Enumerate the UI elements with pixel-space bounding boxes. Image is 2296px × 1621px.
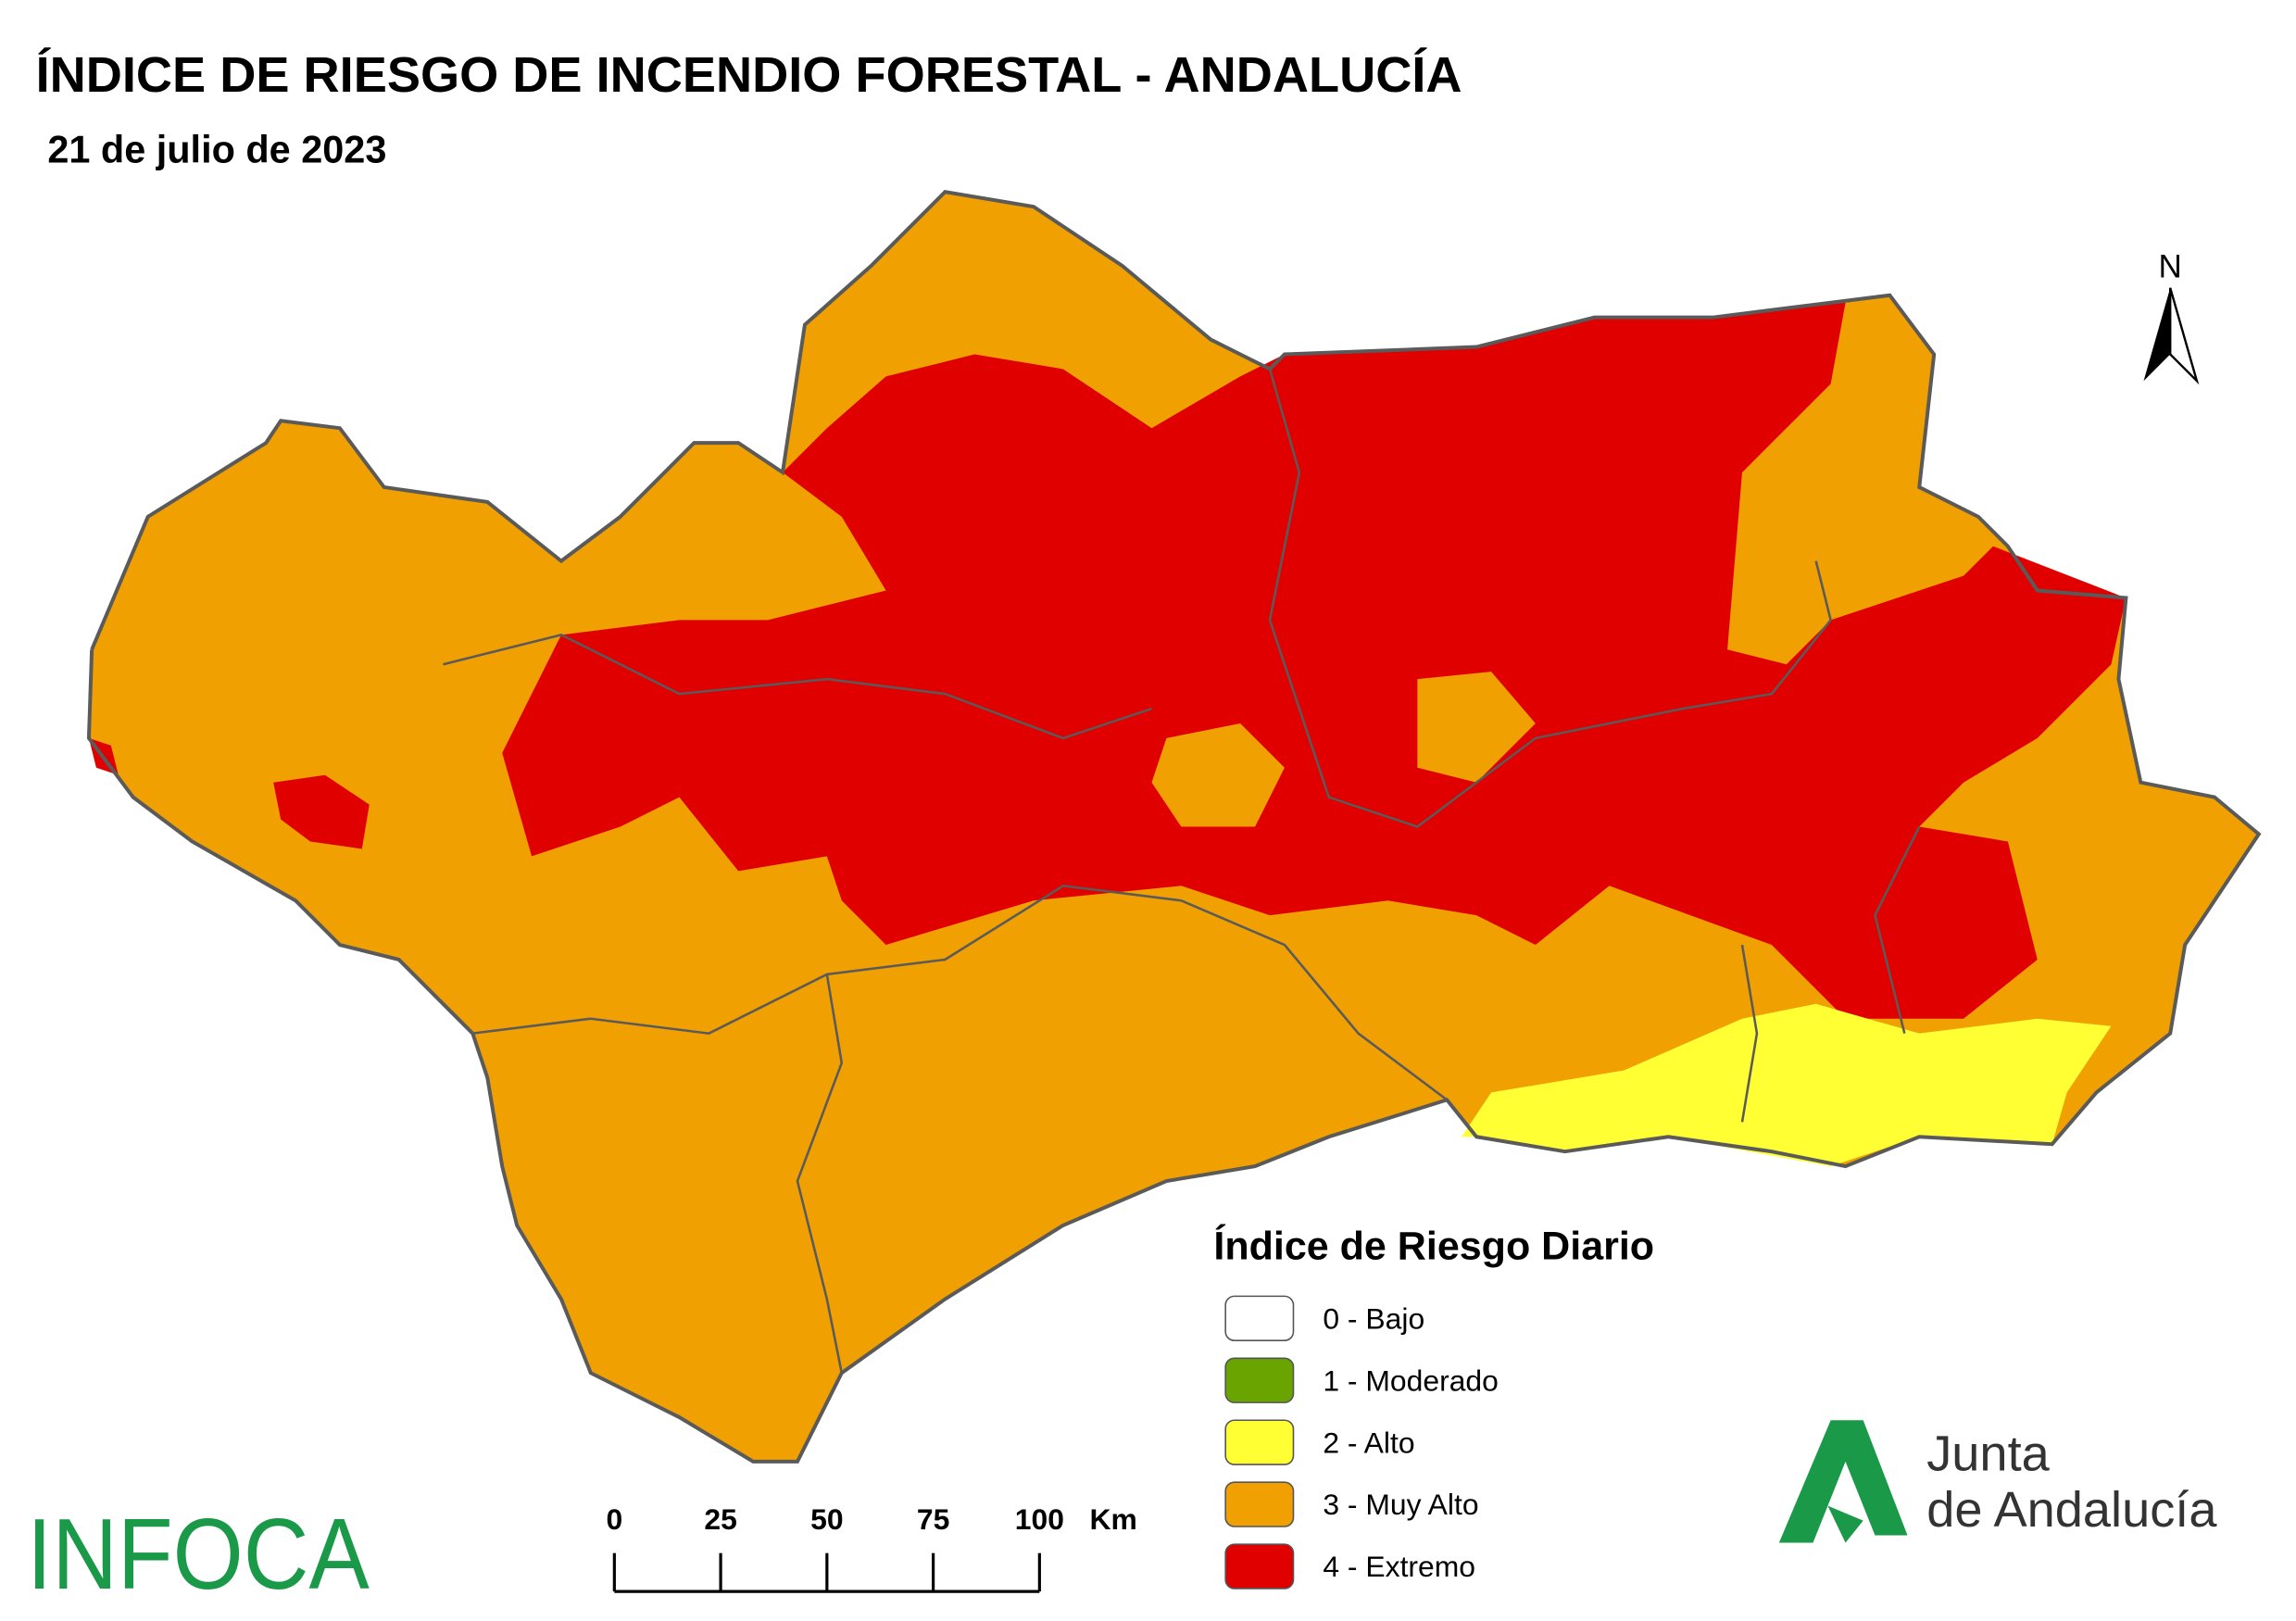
legend-swatch — [1224, 1481, 1295, 1527]
province-border — [1874, 825, 1921, 1034]
legend-label: 0 - Bajo — [1323, 1301, 1424, 1335]
legend-swatch — [1224, 1419, 1295, 1465]
scale-label: 100 — [1015, 1502, 1064, 1536]
province-border — [472, 884, 1449, 1101]
junta-emblem — [1778, 1420, 1908, 1543]
junta-text: de Andalucía — [1926, 1482, 2217, 1538]
scale-label: 0 — [606, 1502, 622, 1536]
region-muy-alto — [1417, 672, 1536, 783]
scale-unit: Km — [1090, 1502, 1137, 1536]
junta-emblem-detail — [1827, 1505, 1863, 1543]
province-border — [86, 190, 2262, 1464]
north-arrow-right — [2169, 287, 2200, 385]
map-title: ÍNDICE DE RIESGO DE INCENDIO FORESTAL - … — [36, 47, 1462, 103]
north-label: N — [2159, 249, 2182, 285]
scale-label: 25 — [704, 1502, 736, 1536]
scale-bar: 0 25 50 75 100 Km — [606, 1502, 1137, 1593]
region-muy-alto — [1151, 723, 1285, 827]
province-border — [443, 633, 1152, 740]
region-extremo — [273, 774, 370, 849]
junta-text: Junta — [1926, 1426, 2050, 1481]
region-alto — [1462, 1003, 2112, 1167]
legend-swatch — [1224, 1357, 1295, 1403]
map-date: 21 de julio de 2023 — [47, 127, 386, 170]
legend-label: 2 - Alto — [1323, 1426, 1414, 1459]
legend: Índice de Riesgo Diario 0 - Bajo 1 - Mode… — [1213, 1225, 1654, 1590]
region-extremo — [502, 302, 2127, 1019]
legend-label: 3 - Muy Alto — [1323, 1488, 1478, 1521]
legend-swatch — [1224, 1295, 1295, 1341]
scale-label: 75 — [917, 1502, 949, 1536]
province-border — [1268, 369, 1833, 828]
province-border — [796, 974, 844, 1374]
map — [86, 190, 2262, 1464]
legend-title: Índice de Riesgo Diario — [1213, 1225, 1654, 1269]
junta-logo: Junta de Andalucía — [1778, 1420, 2217, 1543]
infoca-logo: INFOCA — [27, 1498, 370, 1610]
legend-label: 1 - Moderado — [1323, 1363, 1499, 1397]
province-border — [1740, 944, 1759, 1123]
legend-swatch — [1224, 1543, 1295, 1590]
scale-label: 50 — [810, 1502, 843, 1536]
legend-label: 4 - Extremo — [1323, 1550, 1475, 1583]
